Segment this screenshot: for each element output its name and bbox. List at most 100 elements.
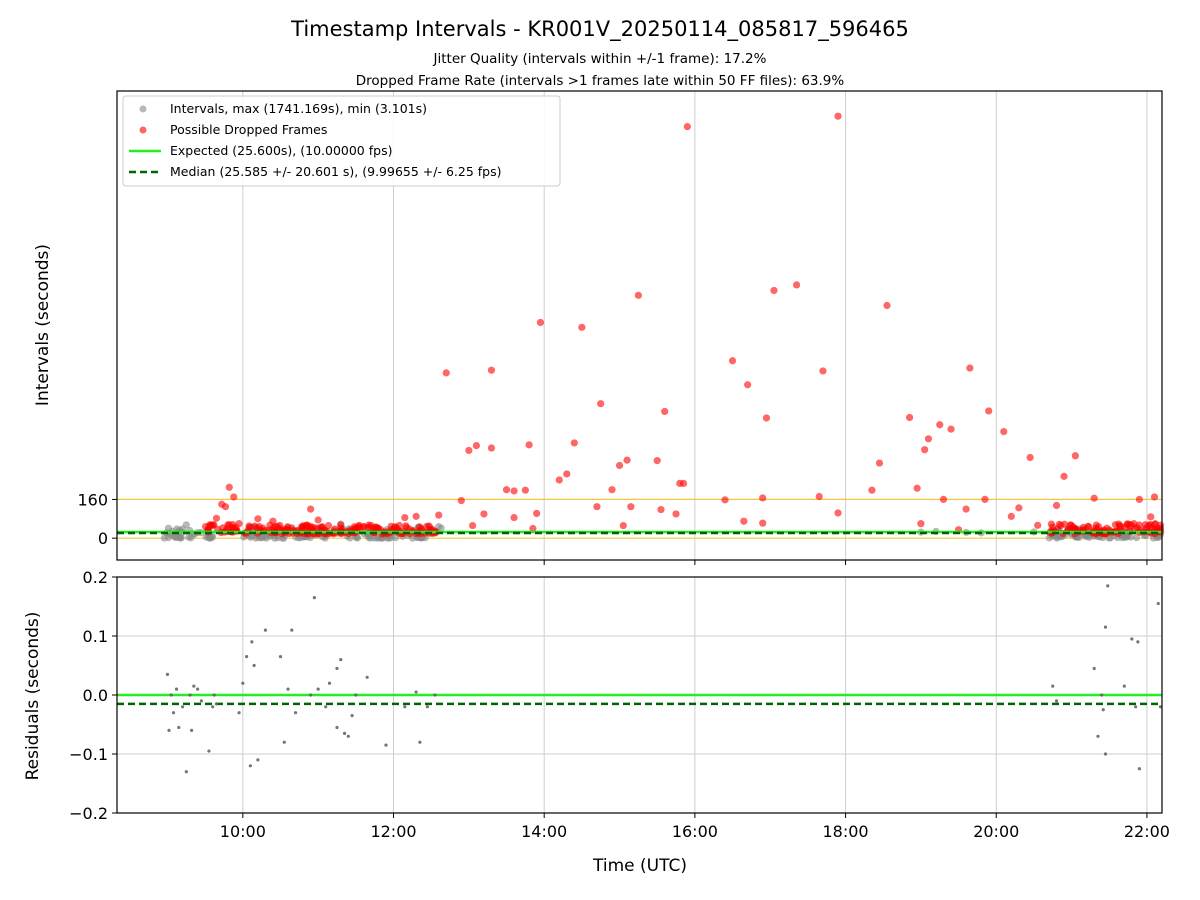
residual-point bbox=[1137, 767, 1141, 771]
dropped-frame-point bbox=[1154, 524, 1162, 533]
dropped-frame-point bbox=[457, 497, 465, 505]
dropped-frame-point bbox=[533, 509, 541, 518]
legend-marker-intervals bbox=[139, 105, 147, 113]
dropped-frame-point bbox=[1026, 453, 1034, 462]
dropped-frame-point bbox=[223, 524, 232, 532]
residual-point bbox=[256, 758, 260, 762]
legend-item-intervals: Intervals, max (1741.169s), min (3.101s) bbox=[139, 101, 427, 116]
residuals-y-ticks: 0.2 0.1 0.0 −0.1 −0.2 bbox=[69, 568, 117, 823]
dropped-frame-point bbox=[469, 521, 477, 530]
dropped-frame-point bbox=[615, 461, 624, 470]
residual-point bbox=[1134, 705, 1138, 709]
residual-point bbox=[312, 596, 316, 600]
dropped-frame-point bbox=[269, 517, 277, 525]
dropped-frame-point bbox=[435, 511, 443, 519]
dropped-frame-point bbox=[792, 281, 801, 289]
dropped-frame-point bbox=[230, 493, 238, 501]
dropped-frame-point bbox=[939, 495, 948, 504]
residual-point bbox=[335, 666, 339, 671]
dropped-frame-point bbox=[307, 505, 315, 513]
residual-point bbox=[290, 628, 294, 632]
dropped-frame-point bbox=[1000, 427, 1008, 436]
dropped-frame-point bbox=[472, 441, 480, 450]
residuals-reference-lines bbox=[117, 693, 1162, 706]
dropped-frame-point bbox=[661, 407, 669, 416]
dropped-frame-point bbox=[212, 514, 221, 522]
residual-point bbox=[286, 687, 290, 691]
residual-point bbox=[1103, 752, 1108, 756]
residual-point bbox=[248, 764, 252, 768]
residual-point bbox=[212, 693, 216, 697]
residual-point bbox=[189, 728, 194, 733]
dropped-frame-point bbox=[762, 414, 771, 422]
legend-box bbox=[122, 95, 561, 187]
dropped-frame-point bbox=[318, 524, 326, 532]
dropped-frame-point bbox=[819, 367, 827, 375]
legend-item-expected: Expected (25.600s), (10.00000 fps) bbox=[129, 143, 392, 158]
legend-item-median: Median (25.585 +/- 20.601 s), (9.99655 +… bbox=[129, 164, 501, 179]
residual-point bbox=[342, 731, 347, 735]
legend-label-expected: Expected (25.600s), (10.00000 fps) bbox=[170, 143, 392, 158]
residuals-points bbox=[165, 584, 1163, 774]
dropped-frame-point bbox=[251, 522, 259, 530]
x-tick-label: 12:00 bbox=[370, 822, 416, 841]
intervals-y-axis-label: Intervals (seconds) bbox=[33, 244, 53, 406]
dropped-frame-point bbox=[740, 517, 748, 525]
x-tick-label: 22:00 bbox=[1124, 822, 1170, 841]
intervals-x-ticks bbox=[242, 560, 1148, 565]
residual-point bbox=[354, 693, 358, 697]
dropped-frame-point bbox=[679, 479, 688, 488]
dropped-frame-point bbox=[981, 495, 989, 504]
dropped-frame-point bbox=[276, 521, 284, 530]
residual-point bbox=[1100, 693, 1104, 697]
residual-point bbox=[414, 690, 418, 694]
dropped-frame-point bbox=[1054, 525, 1062, 533]
dropped-frame-point bbox=[672, 510, 680, 518]
dropped-frame-point bbox=[924, 435, 933, 443]
dropped-frame-point bbox=[314, 516, 322, 524]
dropped-frame-point bbox=[1071, 524, 1079, 533]
residual-point bbox=[339, 658, 343, 662]
chart-legend: Intervals, max (1741.169s), min (3.101s)… bbox=[122, 95, 561, 187]
residual-point bbox=[425, 705, 430, 709]
dropped-frame-point bbox=[721, 496, 729, 504]
dropped-frame-point bbox=[525, 441, 533, 449]
residual-point bbox=[1103, 625, 1108, 629]
residuals-x-ticks: 10:00 12:00 14:00 16:00 18:00 20:00 22:00 bbox=[220, 813, 1170, 841]
residual-point bbox=[324, 705, 328, 709]
legend-label-dropped: Possible Dropped Frames bbox=[170, 122, 327, 137]
intervals-points bbox=[117, 112, 1165, 542]
dropped-frame-point bbox=[502, 486, 511, 494]
dropped-frame-point bbox=[510, 513, 518, 522]
residual-point bbox=[171, 711, 176, 715]
legend-item-dropped: Possible Dropped Frames bbox=[139, 122, 327, 137]
dropped-frame-point bbox=[536, 318, 545, 327]
residual-point bbox=[1101, 708, 1105, 712]
dropped-frame-point bbox=[529, 524, 537, 533]
dropped-frame-point bbox=[868, 486, 876, 494]
interval-point bbox=[370, 534, 379, 542]
residuals-y-tick-label: 0.0 bbox=[83, 686, 108, 705]
residual-point bbox=[1106, 584, 1110, 588]
dropped-frame-point bbox=[1060, 472, 1068, 480]
dropped-frame-point bbox=[355, 522, 363, 531]
residual-point bbox=[384, 743, 388, 747]
dropped-frame-point bbox=[1052, 501, 1061, 510]
dropped-frame-point bbox=[597, 400, 605, 408]
residual-point bbox=[365, 675, 369, 679]
residuals-y-axis-label: Residuals (seconds) bbox=[23, 612, 43, 781]
residual-point bbox=[165, 672, 170, 676]
interval-point bbox=[1132, 534, 1141, 542]
residual-point bbox=[169, 693, 173, 697]
dropped-frame-point bbox=[1141, 521, 1149, 529]
residual-point bbox=[1122, 684, 1126, 688]
dropped-frame-point bbox=[225, 483, 233, 491]
dropped-frame-point bbox=[521, 486, 529, 494]
intervals-plot-frame bbox=[116, 90, 1163, 561]
x-axis-label: Time (UTC) bbox=[592, 856, 687, 876]
dropped-frame-point bbox=[1071, 452, 1079, 460]
intervals-y-tick-label: 160 bbox=[77, 490, 108, 509]
residual-point bbox=[1054, 699, 1059, 703]
dropped-frame-point bbox=[921, 446, 929, 454]
